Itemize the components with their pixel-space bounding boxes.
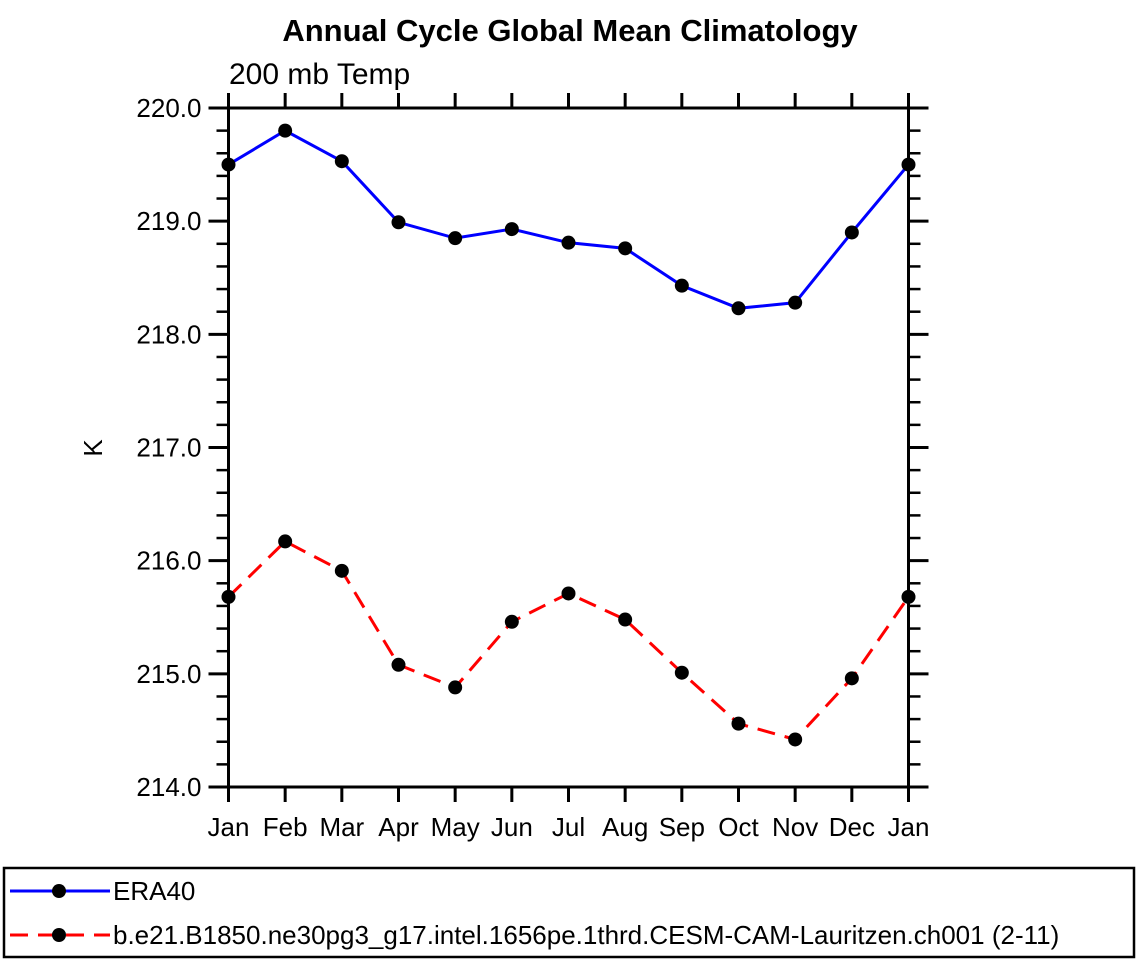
y-axis-label: K — [78, 439, 108, 457]
data-point-marker — [221, 589, 236, 604]
series-line-0 — [227, 128, 910, 310]
legend-item-model-run: b.e21.B1850.ne30pg3_g17.intel.1656pe.1th… — [10, 920, 1059, 950]
data-point-marker — [448, 231, 463, 246]
legend-marker-dot — [52, 928, 66, 942]
plot-frame — [208, 93, 929, 802]
x-tick-label: Oct — [718, 812, 759, 842]
x-axis-tick-labels: Jan Feb Mar Apr May Jun Jul Aug Sep Oct Nov Dec Jan — [208, 812, 930, 842]
y-axis-tick-labels: 214.0 215.0 216.0 217.0 218.0 219.0 220.0 — [136, 93, 201, 802]
data-point-marker — [844, 671, 859, 686]
x-tick-label: Jan — [888, 812, 930, 842]
data-point-marker — [788, 295, 803, 310]
y-tick-label: 216.0 — [136, 546, 201, 576]
data-point-marker — [391, 215, 406, 230]
chart-title: Annual Cycle Global Mean Climatology — [282, 13, 858, 48]
legend-label-model-run: b.e21.B1850.ne30pg3_g17.intel.1656pe.1th… — [113, 920, 1059, 950]
x-tick-label: Apr — [378, 812, 419, 842]
data-point-marker — [618, 612, 633, 627]
plot-border — [227, 106, 910, 789]
data-point-marker — [448, 680, 463, 695]
x-tick-label: Aug — [602, 812, 648, 842]
data-point-marker — [561, 235, 576, 250]
x-tick-label: Dec — [829, 812, 875, 842]
data-series-layer — [221, 123, 916, 747]
y-tick-label: 219.0 — [136, 206, 201, 236]
data-point-marker — [731, 716, 746, 731]
data-point-marker — [788, 732, 803, 747]
data-point-marker — [731, 301, 746, 316]
x-tick-label: Feb — [263, 812, 308, 842]
x-tick-label: Jun — [491, 812, 533, 842]
data-point-marker — [391, 657, 406, 672]
data-point-marker — [278, 123, 293, 138]
data-point-marker — [504, 614, 519, 629]
data-point-marker — [901, 157, 916, 172]
x-tick-label: Jan — [208, 812, 250, 842]
data-point-marker — [334, 154, 349, 169]
chart-subtitle: 200 mb Temp — [229, 58, 410, 91]
legend-marker-dot — [52, 884, 66, 898]
data-point-marker — [674, 278, 689, 293]
y-tick-label: 217.0 — [136, 433, 201, 463]
data-point-marker — [561, 586, 576, 601]
legend-box — [2, 866, 1136, 959]
y-tick-label: 214.0 — [136, 772, 201, 802]
legend-item-era40: ERA40 — [10, 876, 195, 906]
data-point-marker — [504, 222, 519, 237]
data-point-marker — [334, 563, 349, 578]
legend-label-era40: ERA40 — [113, 876, 195, 906]
series-line-1 — [227, 539, 910, 742]
y-tick-label: 215.0 — [136, 659, 201, 689]
y-tick-label: 218.0 — [136, 319, 201, 349]
data-point-marker — [674, 665, 689, 680]
y-tick-label: 220.0 — [136, 93, 201, 123]
legend: ERA40 b.e21.B1850.ne30pg3_g17.intel.1656… — [2, 866, 1136, 959]
data-point-marker — [278, 534, 293, 549]
data-point-marker — [901, 589, 916, 604]
x-tick-label: May — [431, 812, 480, 842]
x-tick-label: Nov — [772, 812, 818, 842]
data-point-marker — [844, 225, 859, 240]
x-tick-label: Sep — [659, 812, 705, 842]
x-tick-label: Mar — [319, 812, 364, 842]
data-point-marker — [221, 157, 236, 172]
x-tick-label: Jul — [552, 812, 585, 842]
data-point-marker — [618, 241, 633, 256]
